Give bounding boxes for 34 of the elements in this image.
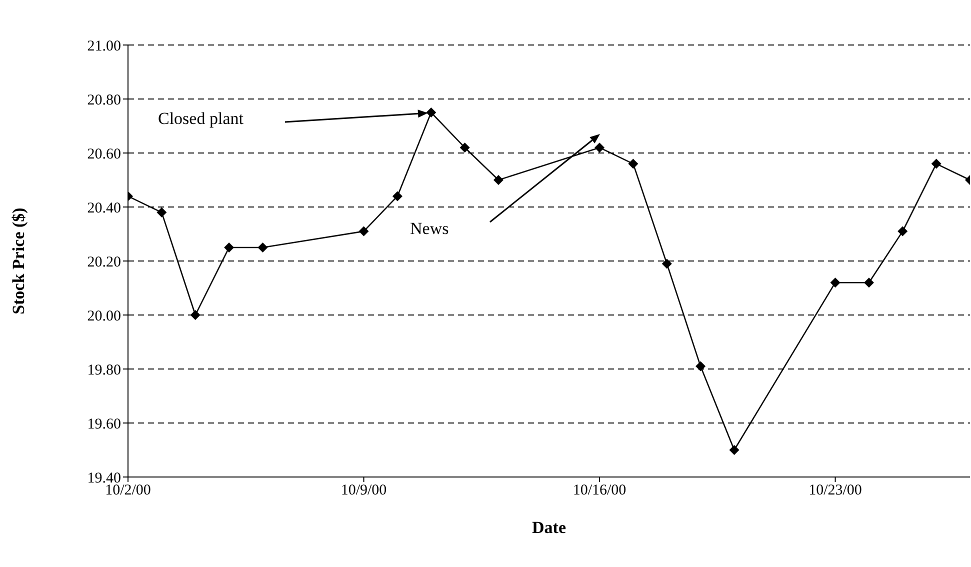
x-tick-label: 10/23/00 bbox=[808, 482, 862, 499]
point bbox=[931, 158, 942, 169]
annotation: News bbox=[410, 219, 449, 238]
point bbox=[864, 278, 874, 288]
point bbox=[156, 207, 167, 218]
y-tick-label: 21.00 bbox=[87, 38, 121, 54]
point bbox=[358, 226, 369, 236]
y-axis-title: Stock Price ($) bbox=[9, 208, 28, 314]
point bbox=[729, 445, 740, 455]
x-axis-title: Date bbox=[532, 518, 566, 537]
point bbox=[628, 158, 638, 169]
point bbox=[460, 142, 470, 153]
y-tick-label: 20.80 bbox=[87, 92, 121, 108]
annotation: Closed plant bbox=[158, 109, 244, 128]
y-tick-label: 20.00 bbox=[87, 308, 121, 324]
x-tick-label: 10/2/00 bbox=[105, 482, 151, 499]
point bbox=[662, 258, 672, 269]
x-tick-label: 10/16/00 bbox=[572, 482, 626, 499]
point bbox=[258, 242, 268, 252]
y-tick-label: 20.40 bbox=[87, 200, 121, 216]
point bbox=[696, 361, 706, 372]
x-tick-label: 10/9/00 bbox=[340, 482, 387, 499]
point bbox=[224, 242, 234, 252]
point bbox=[898, 226, 908, 236]
point bbox=[493, 175, 504, 185]
y-tick-label: 19.80 bbox=[87, 362, 121, 378]
point bbox=[190, 310, 200, 320]
point bbox=[392, 191, 402, 202]
y-tick-label: 19.60 bbox=[87, 416, 121, 432]
y-tick-label: 20.20 bbox=[87, 254, 121, 270]
y-tick-label: 20.60 bbox=[87, 146, 121, 162]
point bbox=[426, 108, 436, 118]
point bbox=[830, 278, 840, 288]
point bbox=[594, 142, 605, 153]
